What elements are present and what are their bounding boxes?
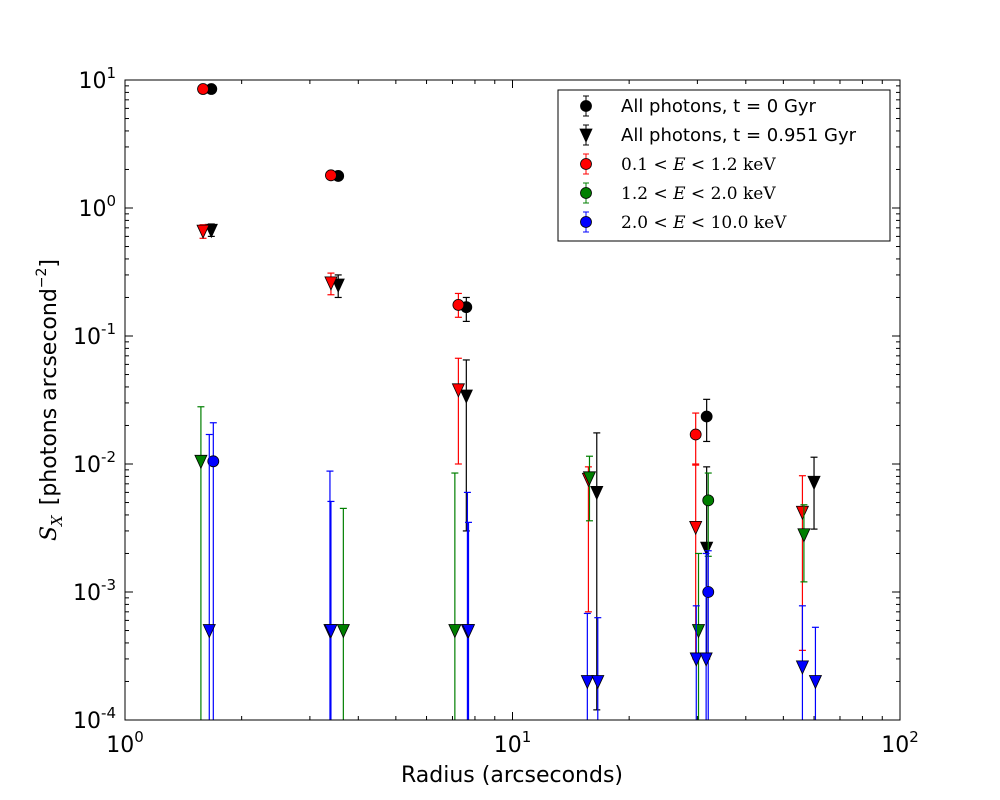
legend-entry: All photons, t = 0.951 Gyr <box>579 124 857 146</box>
series-soft-band <box>197 83 702 465</box>
legend: All photons, t = 0 Gyr All photons, t = 0… <box>557 89 891 242</box>
y-tick-label: 10-1 <box>73 320 116 350</box>
data-point <box>808 675 823 690</box>
legend-entry: 0.1 < E < 1.2 keV <box>580 153 776 175</box>
data-point <box>795 505 810 521</box>
data-point <box>689 652 703 667</box>
legend-marker <box>580 187 592 199</box>
x-tick-label: 102 <box>881 728 919 758</box>
data-point <box>448 624 462 639</box>
data-point <box>461 624 476 639</box>
legend-entries: All photons, t = 0 Gyr All photons, t = 0… <box>579 95 857 233</box>
legend-marker <box>580 100 592 112</box>
y-axis-label: SX [photons arcsecond−2] <box>34 259 66 541</box>
data-point <box>459 389 473 404</box>
x-tick-label: 100 <box>106 728 144 758</box>
y-axis-label-close: ] <box>37 259 62 268</box>
legend-label: 1.2 < E < 2.0 keV <box>621 184 776 204</box>
data-point <box>336 624 350 639</box>
x-axis-label: Radius (arcseconds) <box>401 763 623 788</box>
data-point <box>325 169 337 182</box>
y-axis-label-text: [photons arcsecond <box>37 288 62 505</box>
data-point <box>795 660 810 675</box>
data-point <box>699 652 713 667</box>
plot-area <box>194 83 823 720</box>
data-point <box>197 83 209 95</box>
series-hard-band <box>207 422 715 720</box>
data-point <box>689 428 702 441</box>
y-axis-label-exponent: −2 <box>34 268 50 289</box>
axis-ticks: 100 101 102 10-4 10-3 10-2 10-1 100 101 <box>73 64 919 758</box>
legend-marker <box>579 128 593 143</box>
series-hard-band-t0951 <box>202 433 823 720</box>
legend-box <box>557 89 891 242</box>
data-point <box>700 541 714 557</box>
data-point <box>194 454 208 470</box>
legend-marker <box>580 216 592 228</box>
data-point <box>207 455 220 468</box>
data-point <box>196 224 210 240</box>
data-point <box>807 475 821 491</box>
data-point <box>580 675 594 690</box>
y-tick-label: 10-4 <box>73 704 116 734</box>
data-point <box>451 383 466 398</box>
data-point <box>324 276 338 291</box>
data-point <box>797 528 811 543</box>
data-point <box>452 298 465 311</box>
x-tick-label: 101 <box>494 728 532 758</box>
y-tick-label: 101 <box>78 64 116 94</box>
data-point <box>202 624 216 639</box>
data-point <box>590 485 604 501</box>
data-point <box>689 520 703 536</box>
axis-labels: Radius (arcseconds) SX [photons arcsecond… <box>34 259 623 788</box>
y-axis-label-subscript: X <box>48 514 66 527</box>
data-point <box>702 586 715 598</box>
y-tick-label: 100 <box>78 192 116 222</box>
data-point <box>324 624 338 639</box>
data-point <box>582 471 597 486</box>
data-point <box>331 278 345 294</box>
data-point <box>591 675 605 690</box>
legend-label: 2.0 < E < 10.0 keV <box>621 213 787 233</box>
legend-entry: 1.2 < E < 2.0 keV <box>580 182 776 204</box>
legend-marker <box>580 158 592 170</box>
data-point <box>700 410 713 423</box>
legend-label: 0.1 < E < 1.2 keV <box>621 155 776 175</box>
y-axis-label-symbol: S <box>37 526 62 541</box>
legend-entry: 2.0 < E < 10.0 keV <box>580 211 787 233</box>
y-tick-label: 10-2 <box>73 448 116 478</box>
y-tick-label: 10-3 <box>73 576 116 606</box>
data-point <box>691 624 706 639</box>
series-mid-band <box>702 472 715 557</box>
data-point <box>702 494 715 507</box>
legend-label: All photons, t = 0.951 Gyr <box>621 125 857 146</box>
legend-entry: All photons, t = 0 Gyr <box>580 95 817 117</box>
series-mid-band-t0951 <box>194 406 811 720</box>
legend-label: All photons, t = 0 Gyr <box>621 96 817 117</box>
